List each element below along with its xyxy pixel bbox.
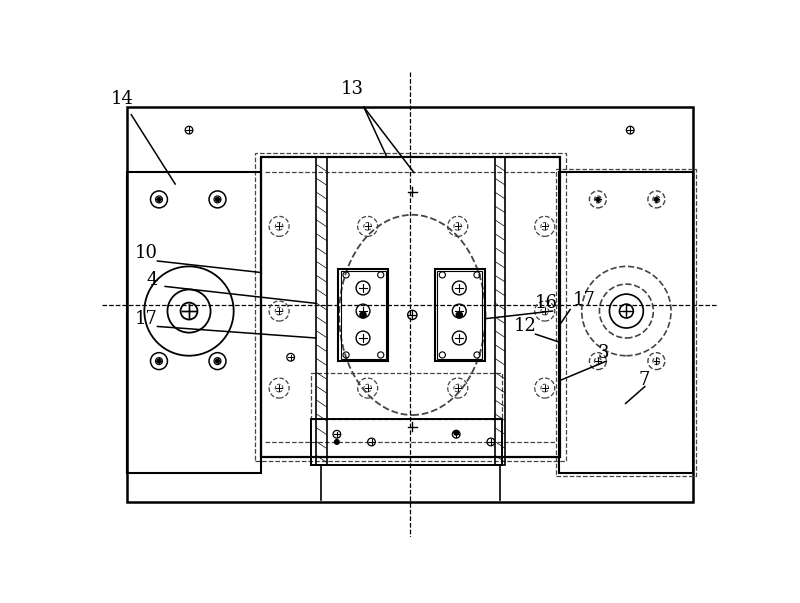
Text: 17: 17 [574, 291, 596, 309]
Bar [126, 107, 694, 502]
Bar [338, 269, 389, 361]
Circle shape [454, 431, 458, 435]
Bar [316, 157, 327, 465]
Text: 4: 4 [146, 271, 158, 289]
Circle shape [456, 312, 462, 318]
Text: 12: 12 [514, 317, 537, 335]
Bar [341, 271, 386, 359]
Bar [262, 157, 560, 457]
Text: 16: 16 [534, 294, 558, 312]
Circle shape [215, 359, 219, 363]
Circle shape [654, 198, 658, 201]
Text: 13: 13 [341, 80, 364, 98]
Bar [558, 172, 694, 473]
Bar [434, 269, 485, 361]
Circle shape [215, 198, 219, 201]
Text: 17: 17 [134, 310, 158, 328]
Bar [255, 153, 566, 461]
Text: 7: 7 [638, 371, 650, 390]
Circle shape [596, 198, 600, 201]
Circle shape [360, 312, 366, 318]
Bar [494, 157, 506, 465]
Circle shape [334, 440, 339, 444]
Bar [437, 271, 482, 359]
Bar [555, 169, 697, 476]
Bar [311, 419, 502, 465]
Bar [311, 373, 502, 419]
Text: 3: 3 [598, 344, 610, 362]
Circle shape [157, 198, 161, 201]
Text: 10: 10 [134, 244, 158, 262]
Bar [126, 172, 262, 473]
Circle shape [157, 359, 161, 363]
Text: 14: 14 [111, 90, 134, 109]
